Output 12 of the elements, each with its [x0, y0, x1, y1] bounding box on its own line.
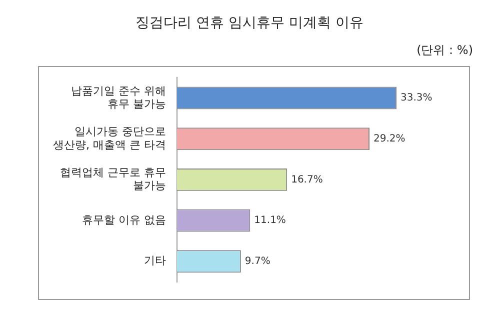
data-label: 9.7% [244, 256, 270, 267]
y-tick-label: 기타 [144, 254, 166, 268]
data-label: 29.2% [374, 133, 406, 144]
y-tick-label: 일시가동 중단으로 생산량, 매출액 큰 타격 [52, 125, 166, 152]
data-label: 11.1% [254, 215, 286, 226]
chart-title: 징검다리 연휴 임시휴무 미계획 이유 [134, 14, 364, 32]
y-tick-label: 협력업체 근무로 휴무 불가능 [60, 166, 166, 192]
text: (단위 : %) [416, 42, 473, 59]
data-label: 16.7% [291, 174, 323, 186]
y-tick-label: 납품기일 준수 위해 휴무 불가능 [70, 84, 166, 110]
data-label: 33.3% [400, 92, 432, 104]
y-tick-label: 휴무할 이유 없음 [82, 213, 166, 226]
